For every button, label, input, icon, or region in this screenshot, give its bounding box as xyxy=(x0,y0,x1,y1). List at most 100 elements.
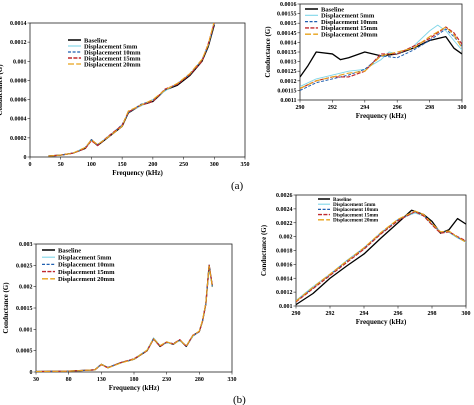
series-line-displacement-20mm xyxy=(36,265,213,372)
x-tick-label: 296 xyxy=(393,105,402,111)
x-tick-label: 300 xyxy=(210,162,219,168)
y-tick-label: 0.001 xyxy=(279,304,293,310)
chart-b-full: 30 80 130 180 230 280 330 0 0.0005 0.001 0.0015 0.0… xyxy=(2,242,237,392)
y-tick-label: 0.00125 xyxy=(277,69,297,75)
legend-label: Displacement 5mm xyxy=(58,254,112,261)
x-tick-label: 50 xyxy=(58,162,64,168)
y-tick-label: 0.002 xyxy=(279,235,293,241)
series-group xyxy=(48,23,215,157)
x-axis-title: Frequency (kHz) xyxy=(112,169,163,177)
legend-label: Baseline xyxy=(321,6,344,13)
y-tick-label: 0.00135 xyxy=(277,50,297,56)
series-line-displacement-10mm xyxy=(296,211,466,302)
legend-label: Displacement 20mm xyxy=(321,31,378,38)
y-tick-label: 0.00145 xyxy=(277,31,297,37)
x-tick-label: 180 xyxy=(130,377,139,383)
legend-label: Baseline xyxy=(333,197,352,203)
x-tick-label: 80 xyxy=(66,377,72,383)
y-axis-title: Conductance (G) xyxy=(2,282,10,334)
legend-label: Displacement 15mm xyxy=(84,55,141,62)
legend-label: Displacement 20mm xyxy=(84,61,141,68)
y-tick-label: 0.001 xyxy=(19,327,33,333)
x-tick-label: 250 xyxy=(179,162,188,168)
x-tick-label: 292 xyxy=(326,311,335,317)
series-line-displacement-10mm xyxy=(300,28,462,91)
y-tick-label: 0.0012 xyxy=(10,40,27,46)
legend-label: Displacement 10mm xyxy=(321,19,378,26)
y-tick-label: 0.0014 xyxy=(280,40,297,46)
legend-label: Displacement 10mm xyxy=(84,49,141,56)
y-tick-label: 0.0016 xyxy=(276,262,293,268)
y-tick-label: 0.0013 xyxy=(280,60,297,66)
y-tick-label: 0.0025 xyxy=(16,263,33,269)
legend-label: Displacement 5mm xyxy=(84,43,138,50)
y-axis-title: Conductance (G) xyxy=(264,26,272,78)
series-line-displacement-10mm xyxy=(36,266,213,372)
series-line-displacement-15mm xyxy=(48,23,215,157)
y-tick-label: 0.0018 xyxy=(276,249,293,255)
y-tick-label: 0.0011 xyxy=(280,98,296,104)
y-tick-label: 0.001 xyxy=(13,59,27,65)
series-line-displacement-15mm xyxy=(300,26,462,90)
x-tick-label: 292 xyxy=(328,105,337,111)
y-tick-label: 0.003 xyxy=(19,242,33,248)
legend-label: Baseline xyxy=(58,247,81,254)
x-tick-label: 298 xyxy=(428,311,437,317)
y-tick-label: 0 xyxy=(24,155,27,161)
y-tick-label: 0.0012 xyxy=(280,79,297,85)
legend-label: Displacement 15mm xyxy=(321,25,378,32)
x-tick-label: 200 xyxy=(148,162,157,168)
plot-frame xyxy=(295,194,467,307)
y-tick-label: 0.0014 xyxy=(10,21,27,27)
x-tick-label: 290 xyxy=(296,105,305,111)
chart-a-full: 0 50 100 150 200 250 300 350 0 0.0002 0.0004 0.0006… xyxy=(0,21,250,177)
y-tick-label: 0.0015 xyxy=(16,306,33,312)
x-tick-label: 0 xyxy=(29,162,32,168)
x-axis-title: Frequency (kHz) xyxy=(356,318,407,326)
x-tick-label: 130 xyxy=(97,377,106,383)
series-line-baseline xyxy=(300,35,462,78)
x-tick-label: 330 xyxy=(228,377,237,383)
chart-b-zoom: 290 292 294 296 298 300 0.001 0.0012 0.0014 0.001… xyxy=(260,193,471,326)
panel-label-a: (a) xyxy=(231,180,244,192)
series-group xyxy=(300,24,462,91)
y-tick-label: 0.0016 xyxy=(280,2,297,8)
panel-label-b: (b) xyxy=(233,394,246,405)
y-tick-label: 0.0015 xyxy=(280,21,297,27)
x-tick-label: 294 xyxy=(360,105,369,111)
y-tick-label: 0.0002 xyxy=(10,136,27,142)
x-tick-label: 280 xyxy=(195,377,204,383)
y-tick-label: 0.00115 xyxy=(277,88,296,94)
series-line-baseline xyxy=(296,209,466,306)
y-tick-label: 0.0004 xyxy=(10,117,27,123)
legend-label: Displacement 10mm xyxy=(333,207,379,213)
y-axis-title: Conductance (G) xyxy=(0,64,4,116)
y-tick-label: 0.002 xyxy=(19,285,33,291)
y-tick-label: 0.00155 xyxy=(277,12,297,18)
x-axis-title: Frequency (kHz) xyxy=(356,112,407,120)
legend-label: Displacement 15mm xyxy=(58,269,115,276)
chart-a-zoom: 290 292 294 296 298 300 0.0011 0.00115 0.0012 0.0… xyxy=(264,2,467,120)
plot-frame xyxy=(29,22,246,158)
y-tick-label: 0.0014 xyxy=(276,276,293,282)
y-axis-title: Conductance (G) xyxy=(260,224,268,276)
y-tick-label: 0.0012 xyxy=(276,290,293,296)
series-line-displacement-15mm xyxy=(296,211,466,303)
series-line-displacement-20mm xyxy=(48,23,215,157)
x-tick-label: 296 xyxy=(394,311,403,317)
x-tick-label: 300 xyxy=(462,311,471,317)
legend-label: Displacement 20mm xyxy=(58,276,115,283)
series-group xyxy=(36,264,214,372)
y-tick-label: 0.0022 xyxy=(276,221,293,227)
legend-label: Baseline xyxy=(84,37,107,44)
legend-label: Displacement 5mm xyxy=(333,202,376,208)
x-tick-label: 100 xyxy=(87,162,96,168)
x-tick-label: 30 xyxy=(33,377,39,383)
legend-label: Displacement 10mm xyxy=(58,262,115,269)
x-axis-title: Frequency (kHz) xyxy=(109,384,160,392)
